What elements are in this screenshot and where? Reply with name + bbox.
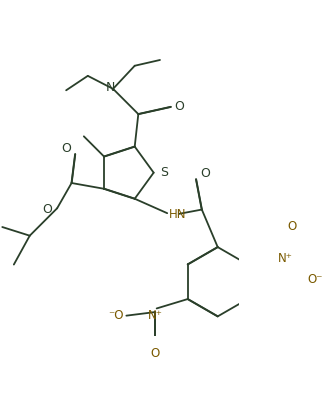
Text: O: O: [174, 100, 184, 113]
Text: HN: HN: [169, 208, 186, 221]
Text: O: O: [151, 347, 160, 360]
Text: ⁻O: ⁻O: [109, 309, 124, 322]
Text: O: O: [200, 167, 210, 180]
Text: S: S: [160, 166, 168, 179]
Text: N⁺: N⁺: [278, 252, 293, 265]
Text: O⁻: O⁻: [308, 273, 323, 286]
Text: O: O: [288, 220, 297, 232]
Text: N: N: [106, 81, 115, 94]
Text: N⁺: N⁺: [148, 309, 163, 322]
Text: O: O: [42, 203, 52, 216]
Text: O: O: [62, 142, 71, 155]
